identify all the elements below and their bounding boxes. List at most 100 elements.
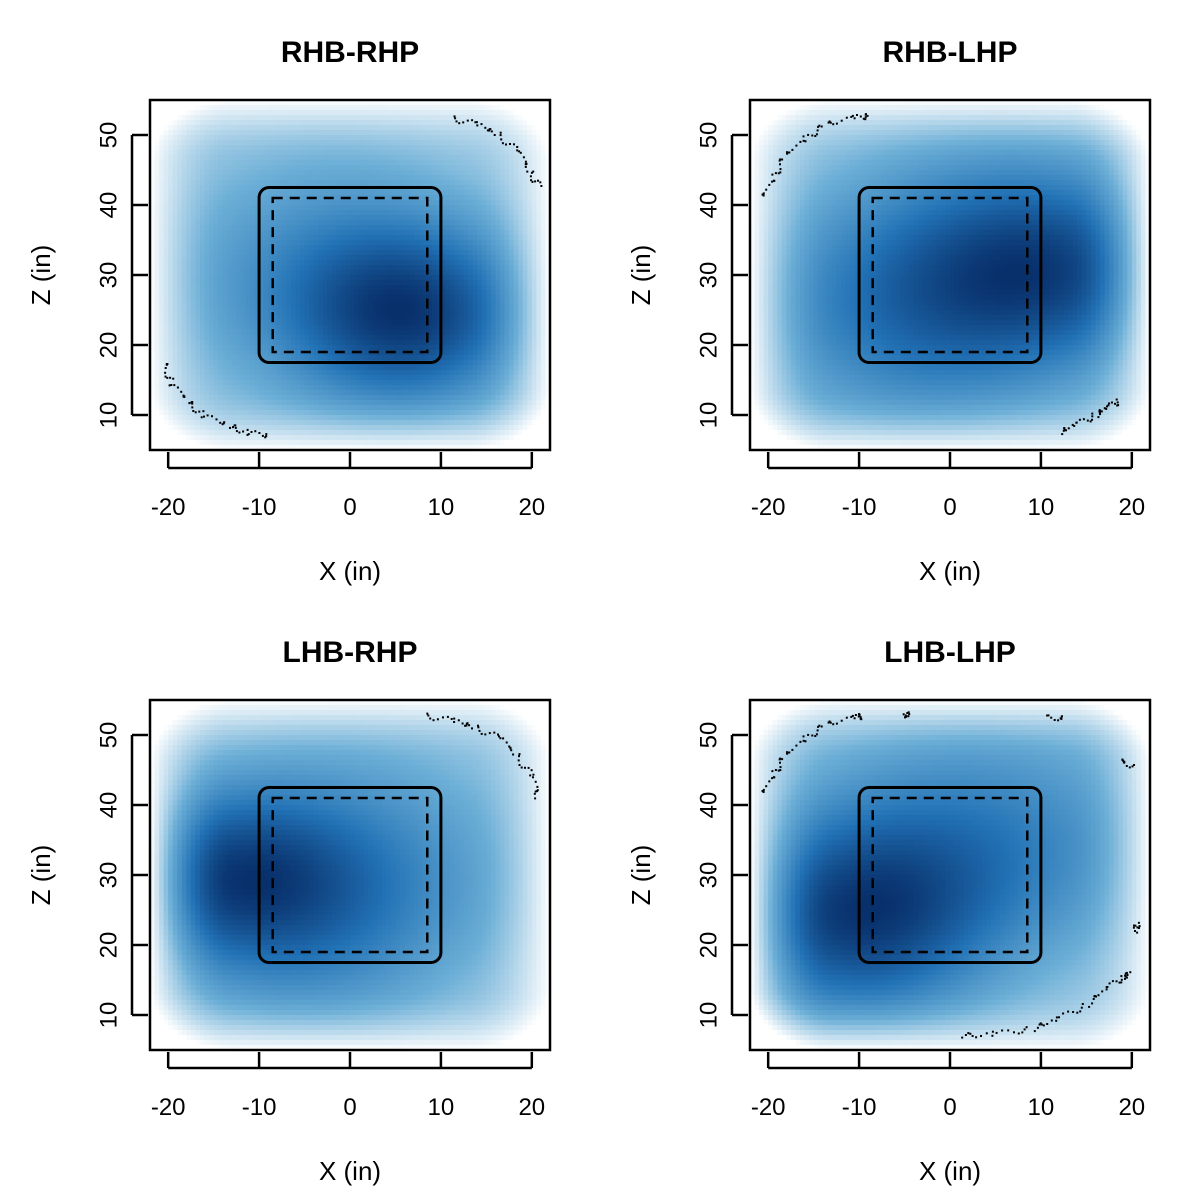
outlier-point [446, 715, 449, 718]
x-tick-label: -10 [842, 1094, 877, 1121]
outlier-point [1067, 427, 1070, 430]
outlier-point [532, 773, 535, 776]
outlier-point [1040, 1023, 1043, 1026]
outlier-point [786, 751, 789, 754]
outlier-point [1107, 404, 1110, 407]
outlier-point [532, 776, 534, 779]
outlier-point [964, 1034, 967, 1036]
outlier-point [524, 160, 527, 163]
outlier-point [170, 384, 173, 386]
outlier-point [1091, 1002, 1094, 1005]
plot-rhb-lhp: -20 -10 0 10 20 10 20 30 40 50 [695, 98, 1152, 521]
outlier-point [1103, 407, 1106, 410]
strike-zone-outline [857, 186, 1043, 364]
y-axis-label: Z (in) [626, 245, 656, 306]
panel-rhb-rhp: RHB-RHP X (in) Z (in) [26, 36, 419, 586]
outlier-point [762, 788, 765, 791]
outlier-point [200, 416, 203, 419]
outlier-point [505, 741, 508, 744]
outlier-point [540, 185, 543, 187]
outlier-point [1138, 927, 1140, 929]
outlier-point [537, 179, 539, 182]
x-axis: -20 -10 0 10 20 [751, 452, 1145, 521]
outlier-point [765, 188, 768, 191]
strike-zone-outline [257, 186, 443, 364]
outlier-point [1039, 1022, 1042, 1025]
y-tick-label: 40 [95, 792, 122, 819]
outlier-point [198, 410, 201, 413]
outlier-point [455, 120, 458, 123]
outlier-point [1138, 925, 1141, 928]
outlier-point [242, 430, 245, 433]
y-tick-label: 30 [95, 862, 122, 889]
outlier-point [533, 792, 536, 795]
outlier-point [814, 735, 817, 737]
outlier-point [802, 139, 805, 142]
outlier-point [534, 180, 537, 183]
outlier-point [172, 377, 175, 380]
outlier-point [534, 790, 537, 793]
outlier-point [194, 411, 197, 414]
outlier-point [768, 780, 771, 783]
outlier-point [765, 785, 768, 788]
outlier-point [518, 764, 521, 766]
outlier-point [1100, 410, 1103, 413]
outlier-point [862, 117, 865, 120]
outlier-point [499, 131, 502, 134]
outlier-point [1097, 994, 1100, 997]
outlier-point [908, 713, 911, 716]
outlier-point [771, 180, 774, 183]
outlier-point [477, 724, 479, 727]
outlier-point [518, 755, 520, 758]
y-tick-label: 30 [695, 862, 722, 889]
outlier-point [1122, 760, 1125, 763]
y-tick-label: 50 [95, 122, 122, 149]
panel-title: RHB-LHP [883, 36, 1018, 69]
outlier-point [858, 713, 860, 716]
outlier-point [1076, 1011, 1079, 1014]
outlier-point [853, 117, 856, 120]
x-tick-label: 0 [343, 1094, 356, 1121]
outlier-point [1125, 976, 1128, 979]
plot-rhb-rhp: -20 -10 0 10 20 10 20 30 40 50 [95, 98, 552, 521]
outlier-point [779, 163, 781, 166]
outlier-point [1124, 977, 1126, 980]
outlier-point [1038, 1023, 1041, 1026]
outlier-point [902, 713, 905, 716]
outlier-point [1115, 980, 1118, 983]
outlier-point [991, 1030, 994, 1033]
outlier-point [1105, 988, 1108, 991]
outlier-point [191, 406, 194, 409]
outlier-point [1050, 716, 1053, 719]
outlier-point [429, 717, 432, 720]
outlier-point [773, 776, 776, 779]
outlier-point [804, 140, 807, 143]
outlier-point [232, 426, 234, 429]
outlier-point [779, 171, 782, 174]
outlier-point [791, 748, 794, 751]
outlier-point [807, 733, 810, 736]
x-tick-label: 0 [943, 494, 956, 521]
outlier-point [985, 1032, 988, 1035]
outlier-point [1136, 926, 1139, 929]
outlier-point [815, 133, 818, 136]
strike-zone-outline [857, 786, 1043, 964]
outlier-point [1062, 1012, 1065, 1015]
y-axis: 10 20 30 40 50 [695, 122, 748, 428]
outlier-point [1093, 995, 1096, 998]
outlier-point [520, 766, 523, 769]
plot-frame [148, 98, 552, 452]
outlier-point [1060, 715, 1063, 718]
outlier-point [1133, 924, 1135, 927]
outlier-point [1036, 1026, 1039, 1029]
panel-title: LHB-LHP [884, 636, 1016, 669]
outlier-point [1097, 416, 1100, 419]
outlier-point [1017, 1032, 1020, 1035]
outlier-point [1124, 975, 1127, 978]
outlier-point [1111, 401, 1113, 404]
outlier-point [762, 192, 765, 195]
outlier-point [223, 421, 226, 424]
outlier-point [1072, 1011, 1075, 1013]
outlier-point [1080, 1006, 1083, 1009]
